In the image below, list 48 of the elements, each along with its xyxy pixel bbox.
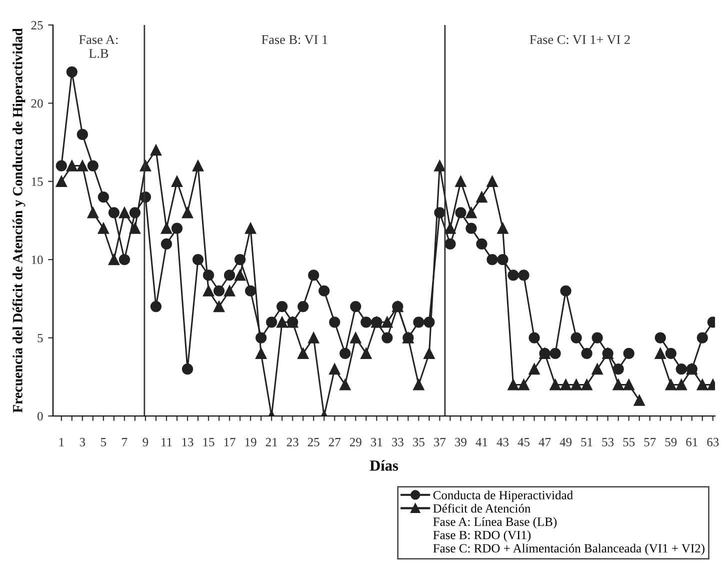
x-tick-label: 61 — [686, 438, 698, 446]
x-tick-label: 9 — [142, 438, 148, 446]
x-tick-label: 47 — [538, 438, 551, 446]
annotation: Fase C: VI 1+ VI 2 — [530, 35, 630, 44]
x-tick-label: 19 — [245, 438, 256, 446]
annotation: Fase A: L.B — [79, 35, 118, 58]
x-tick-label: 7 — [122, 438, 128, 446]
x-tick-label: 43 — [496, 438, 508, 446]
y-tick-label: 25 — [31, 21, 43, 30]
legend-label: Conducta de Hiperactividad — [433, 490, 573, 502]
x-tick-label: 27 — [328, 438, 341, 446]
x-tick-label: 35 — [413, 438, 424, 446]
x-tick-label: 5 — [101, 438, 106, 446]
x-tick-label: 51 — [581, 438, 592, 446]
y-tick-label: 5 — [38, 334, 43, 342]
x-tick-label: 31 — [370, 438, 382, 446]
x-tick-label: 33 — [392, 438, 404, 446]
x-tick-label: 25 — [308, 438, 320, 446]
x-tick-label: 49 — [560, 438, 572, 446]
legend-label: Déficit de Atención — [433, 504, 531, 513]
y-tick-label: 20 — [31, 99, 43, 108]
x-axis-title: Días — [370, 460, 398, 471]
text: Fase C: RDO + Alimentación Balanceada (VI1 + VI2) — [433, 544, 704, 556]
text: Fase B: RDO (VI1) — [433, 530, 531, 542]
y-tick-label: 0 — [38, 412, 43, 420]
x-tick-label: 21 — [266, 438, 278, 446]
y-tick-label: 10 — [32, 256, 43, 264]
x-tick-label: 23 — [286, 438, 298, 446]
x-tick-label: 41 — [476, 438, 488, 446]
x-tick-label: 45 — [518, 438, 530, 446]
text: Fase A: Línea Base (LB) — [433, 517, 557, 528]
x-tick-label: 13 — [182, 438, 194, 446]
x-tick-label: 17 — [224, 438, 236, 446]
x-tick-label: 11 — [162, 438, 172, 446]
annotation: Fase B: VI 1 — [262, 35, 328, 44]
x-tick-label: 3 — [80, 438, 86, 446]
y-tick-label: 15 — [32, 177, 43, 186]
x-tick-label: 63 — [707, 438, 719, 446]
x-tick-label: 1 — [59, 438, 64, 446]
x-tick-label: 57 — [644, 438, 656, 446]
x-tick-label: 39 — [455, 438, 466, 446]
x-tick-label: 37 — [434, 438, 446, 446]
y-axis-title: Frecuencia del Déficit de Atención y Conducta de Hiperactividad — [12, 28, 26, 413]
x-tick-label: 59 — [665, 438, 677, 446]
x-tick-label: 55 — [623, 438, 635, 446]
x-tick-label: 29 — [350, 438, 362, 446]
x-tick-label: 53 — [602, 438, 614, 446]
x-tick-label: 15 — [203, 438, 214, 446]
